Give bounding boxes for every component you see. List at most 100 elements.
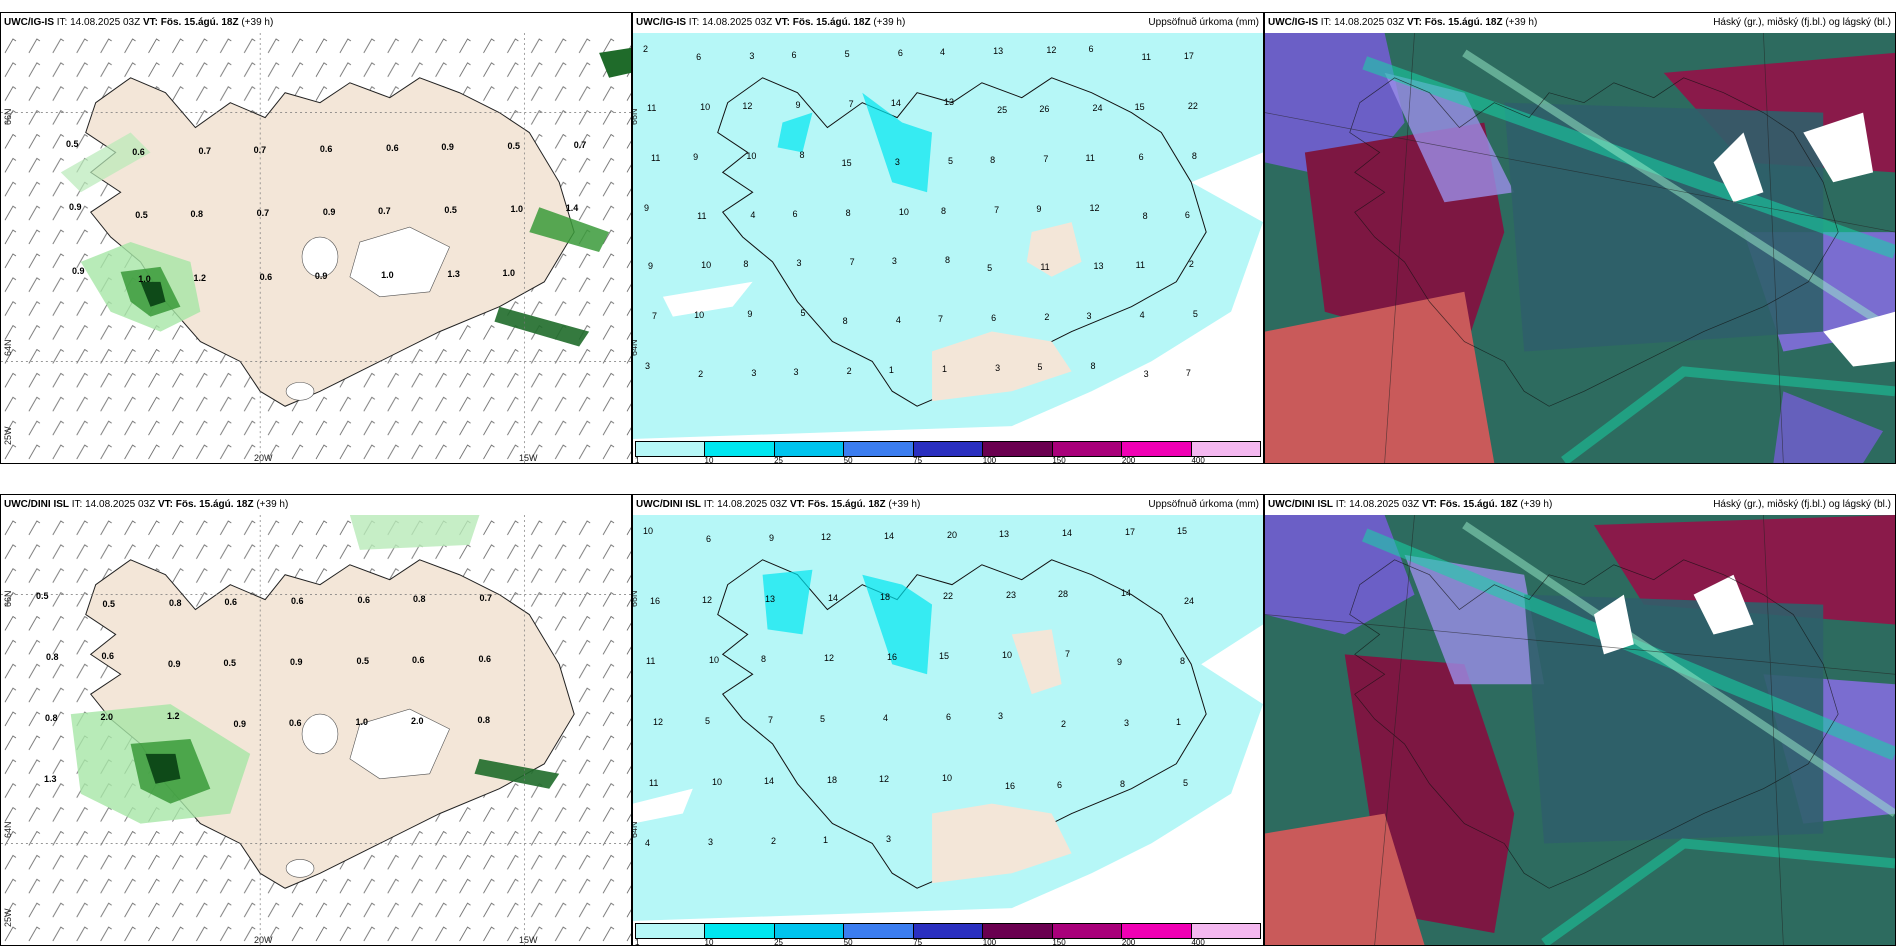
- station-value: 0.9: [290, 657, 303, 667]
- station-value: 24: [1092, 102, 1103, 113]
- header-model: UWC/DINI ISL: [1268, 499, 1333, 510]
- station-value: 3: [1086, 311, 1092, 322]
- station-value: 5: [705, 716, 711, 726]
- station-value: 10: [1002, 650, 1013, 661]
- panel-title: Uppsöfnuð úrkoma (mm): [1148, 499, 1259, 510]
- station-value: 8: [761, 654, 767, 665]
- station-value: 25: [997, 104, 1008, 115]
- header-it: IT: 14.08.2025 03Z: [1320, 17, 1405, 28]
- lon-15-label: 15W: [519, 935, 538, 945]
- panel-title: Háský (gr.), miðský (fj.bl.) og lágský (…: [1713, 499, 1891, 510]
- wind-map-svg: [1, 515, 631, 945]
- station-value: 0.6: [319, 144, 333, 154]
- station-value: 7: [768, 715, 774, 725]
- station-value: 16: [650, 595, 661, 606]
- station-value: 10: [643, 526, 654, 536]
- panel-wind-bottom: UWC/DINI ISL IT: 14.08.2025 03Z VT: Fös.…: [0, 494, 632, 946]
- lon-25-label: 25W: [3, 426, 13, 445]
- station-value: 6: [1184, 209, 1190, 220]
- legend-tick-label: 10: [704, 456, 714, 464]
- legend-swatch: [705, 442, 775, 456]
- station-value: 0.8: [46, 652, 59, 662]
- station-value: 22: [943, 590, 954, 601]
- legend-tick-label: 25: [774, 456, 784, 464]
- station-value: 0.5: [356, 656, 370, 666]
- station-value: 18: [880, 591, 891, 602]
- station-value: 17: [1183, 51, 1194, 61]
- station-value: 0.9: [314, 270, 328, 281]
- legend-swatch: [983, 442, 1053, 456]
- station-value: 14: [764, 775, 775, 786]
- header-it: IT: 14.08.2025 03Z: [71, 499, 156, 510]
- station-value: 2: [643, 44, 649, 54]
- station-value: 1.0: [502, 267, 516, 278]
- station-value: 10: [712, 776, 723, 787]
- legend-swatch: [636, 924, 706, 938]
- station-value: 24: [1184, 595, 1195, 606]
- station-value: 1: [1176, 717, 1182, 727]
- station-value: 1.3: [447, 268, 460, 279]
- station-value: 13: [1093, 261, 1104, 272]
- station-value: 12: [653, 717, 664, 727]
- station-value: 3: [796, 258, 802, 269]
- station-value: 11: [1135, 260, 1145, 271]
- header-vt: VT: Fös. 15.ágú. 18Z: [774, 17, 871, 28]
- legend-tick-label: 400: [1191, 938, 1205, 946]
- legend-tick-label: 100: [982, 938, 997, 946]
- header-model: UWC/DINI ISL: [4, 499, 69, 510]
- station-value: 5: [948, 155, 954, 166]
- legend-tick-label: 50: [843, 456, 853, 464]
- station-value: 8: [990, 154, 996, 165]
- station-value: 14: [1062, 528, 1073, 538]
- station-value: 12: [1046, 45, 1057, 55]
- precip-map-svg: [633, 515, 1263, 921]
- station-value: 6: [1057, 779, 1063, 790]
- station-value: 0.6: [357, 595, 371, 605]
- header-it: IT: 14.08.2025 03Z: [1335, 499, 1420, 510]
- station-value: 12: [821, 532, 832, 542]
- station-value: 8: [941, 205, 947, 216]
- station-value: 10: [701, 260, 712, 271]
- station-value: 0.9: [322, 207, 336, 218]
- station-value: 6: [792, 208, 798, 219]
- station-value: 11: [651, 152, 661, 163]
- station-value: 7: [1185, 368, 1191, 379]
- station-value: 11: [1141, 52, 1151, 62]
- station-value: 0.5: [36, 591, 49, 601]
- station-value: 0.6: [259, 271, 273, 282]
- legend-swatch: [1052, 442, 1123, 456]
- station-value: 0.7: [198, 146, 211, 156]
- precip-map: [633, 515, 1263, 921]
- station-value: 1.2: [167, 711, 180, 721]
- station-value: 4: [750, 209, 756, 220]
- wind-map: [1, 515, 631, 945]
- cloud-map-svg: [1265, 515, 1895, 945]
- panel-header: UWC/DINI ISL IT: 14.08.2025 03Z VT: Fös.…: [633, 495, 1263, 515]
- station-value: 23: [1006, 589, 1017, 600]
- station-value: 8: [1180, 656, 1186, 667]
- station-value: 9: [769, 533, 775, 543]
- station-value: 0.9: [233, 719, 247, 729]
- header-model: UWC/IG-IS: [636, 17, 686, 28]
- legend-swatch: [705, 924, 775, 938]
- legend-tick-label: 25: [774, 938, 784, 946]
- station-value: 0.6: [132, 147, 145, 157]
- station-value: 0.7: [479, 593, 493, 603]
- station-value: 3: [894, 156, 900, 167]
- station-value: 11: [697, 210, 707, 221]
- station-value: 0.9: [69, 202, 82, 213]
- station-value: 7: [848, 98, 854, 109]
- station-value: 26: [1039, 103, 1050, 114]
- station-value: 7: [652, 311, 658, 322]
- panel-clouds-bottom: UWC/DINI ISL IT: 14.08.2025 03Z VT: Fös.…: [1264, 494, 1896, 946]
- legend-tick-label: 200: [1121, 938, 1136, 946]
- wind-map-svg: [1, 33, 631, 463]
- legend-swatch: [913, 442, 984, 456]
- station-value: 0.6: [289, 718, 302, 728]
- station-value: 6: [1138, 151, 1144, 162]
- legend-swatch: [1052, 924, 1123, 938]
- station-value: 2: [1188, 259, 1194, 270]
- station-value: 10: [898, 206, 909, 217]
- station-value: 2: [846, 366, 852, 377]
- station-value: 4: [895, 315, 901, 326]
